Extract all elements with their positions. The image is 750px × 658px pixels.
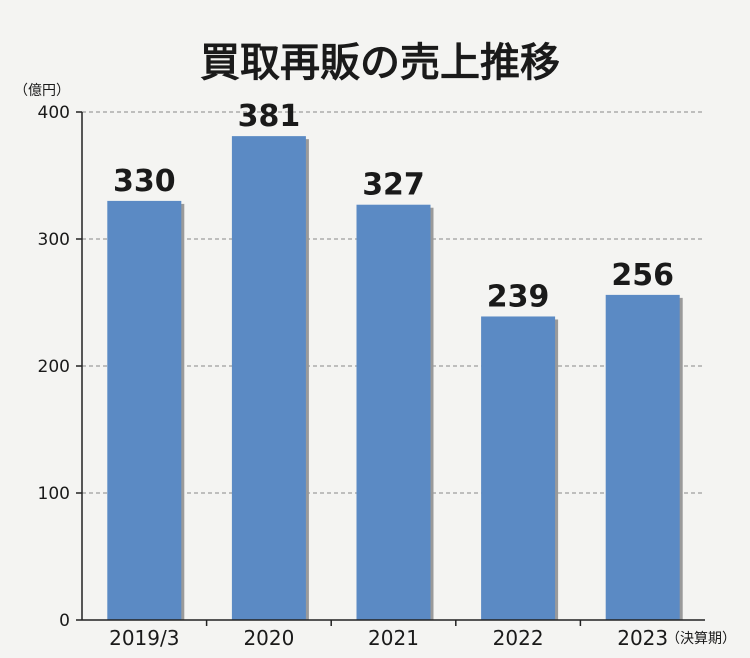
bar-value-label: 256 [611, 258, 674, 293]
chart-title: 買取再販の売上推移 [200, 40, 560, 86]
bar [231, 136, 306, 620]
bar-value-label: 381 [238, 99, 301, 134]
y-axis-unit-label: （億円） [14, 83, 70, 99]
x-category-label: 2019/3 [109, 626, 179, 650]
x-category-label: 2020 [243, 626, 294, 650]
y-tick-label: 300 [38, 230, 70, 250]
y-tick-label: 400 [38, 103, 70, 123]
x-category-label: 2021 [368, 626, 419, 650]
axes: 0 100 200 300 400 [38, 103, 705, 631]
y-tick-label: 100 [38, 484, 70, 504]
bar [605, 294, 680, 620]
bar-value-label: 239 [487, 279, 550, 314]
bar [356, 204, 431, 620]
x-category-label: 2023 [617, 626, 668, 650]
bar [107, 200, 182, 620]
x-axis-unit-label: （決算期） [666, 631, 736, 647]
labels: 330 2019/3 381 2020 327 2021 239 2022 256 2023 [109, 99, 674, 650]
bars [107, 136, 683, 620]
bar-value-label: 327 [362, 168, 425, 203]
y-tick-label: 0 [59, 611, 70, 631]
bar [481, 316, 556, 620]
y-tick-label: 200 [38, 357, 70, 377]
x-category-label: 2022 [493, 626, 544, 650]
bar-value-label: 330 [113, 164, 176, 199]
